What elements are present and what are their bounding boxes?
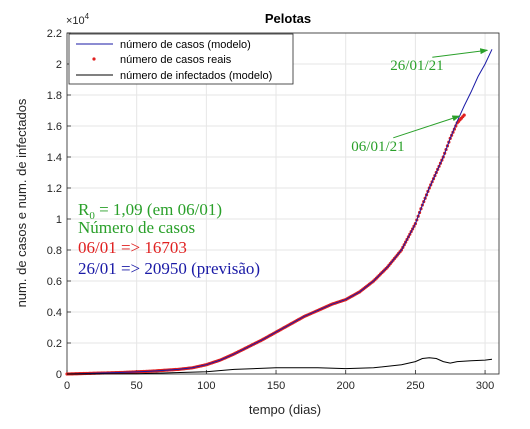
annotation-date-label: 26/01/21 [390, 58, 443, 74]
annotation-layer: 26/01/21 06/01/21 [351, 48, 489, 155]
y-tick-label: 2.2 [47, 28, 62, 40]
y-tick-label: 0 [56, 369, 62, 381]
svg-text:×104: ×104 [66, 12, 90, 27]
legend-label-infectados: número de infectados (modelo) [120, 70, 272, 82]
cases-line-2601: 26/01 => 20950 (previsão) [78, 259, 260, 278]
y-tick-label: 1.4 [47, 152, 62, 164]
y-tick-label: 0.2 [47, 338, 62, 350]
plot-background [67, 33, 499, 374]
y-tick-label: 0.6 [47, 276, 62, 288]
y-axis-label: num. de casos e num. de infectados [14, 98, 29, 307]
y-tick-label: 2 [56, 59, 62, 71]
legend-swatch-reais [92, 57, 96, 61]
x-tick-label: 100 [197, 380, 215, 392]
legend-box [68, 33, 294, 85]
y-tick-label: 0.8 [47, 245, 62, 257]
chart-title: Pelotas [265, 11, 311, 26]
r0-letter: R [78, 200, 90, 219]
x-axis-label: tempo (dias) [249, 402, 321, 417]
y-tick-label: 1.6 [47, 121, 62, 133]
r0-subscript: 0 [89, 210, 95, 222]
cases-heading: Número de casos [78, 218, 195, 237]
y-tick-label: 1.8 [47, 90, 62, 102]
legend-label-modelo: número de casos (modelo) [120, 39, 251, 51]
x-tick-label: 250 [406, 380, 424, 392]
plot-frame [66, 32, 500, 375]
annotation-date-label: 06/01/21 [351, 139, 404, 155]
x-tick-label: 50 [131, 380, 143, 392]
annotation-arrow [432, 48, 489, 58]
legend-label-reais: número de casos reais [120, 54, 232, 66]
y-exponent-power: 4 [85, 12, 90, 21]
y-exponent-base: ×10 [66, 15, 85, 27]
text-box: R0 = 1,09 (em 06/01) Número de casos 06/… [78, 200, 260, 278]
annotation-arrow [393, 115, 461, 139]
x-tick-label: 0 [64, 380, 70, 392]
axis-ticks: 0 50 100 150 200 250 300 0 0.2 0.4 0.6 0.8 1 1.2 1.4 1.… [47, 28, 495, 392]
series-layer [65, 49, 493, 376]
y-tick-label: 1.2 [47, 183, 62, 195]
y-exponent-label: ×104 [66, 12, 90, 27]
x-tick-label: 150 [267, 380, 285, 392]
r0-text: R0 = 1,09 (em 06/01) [78, 200, 222, 222]
data-point-casos-reais [462, 113, 466, 117]
x-tick-label: 200 [337, 380, 355, 392]
x-tick-label: 300 [476, 380, 494, 392]
series-line-casos-modelo [66, 49, 493, 375]
y-tick-label: 1 [56, 214, 62, 226]
cases-line-0601: 06/01 => 16703 [78, 238, 187, 257]
plot-area: 0 50 100 150 200 250 300 0 0.2 0.4 0.6 0.8 1 1.2 1.4 1.… [47, 28, 500, 392]
legend: número de casos (modelo) número de casos… [68, 33, 294, 85]
r0-rest: = 1,09 (em 06/01) [95, 200, 222, 219]
y-tick-label: 0.4 [47, 307, 62, 319]
series-line-infectados-modelo [66, 357, 493, 375]
